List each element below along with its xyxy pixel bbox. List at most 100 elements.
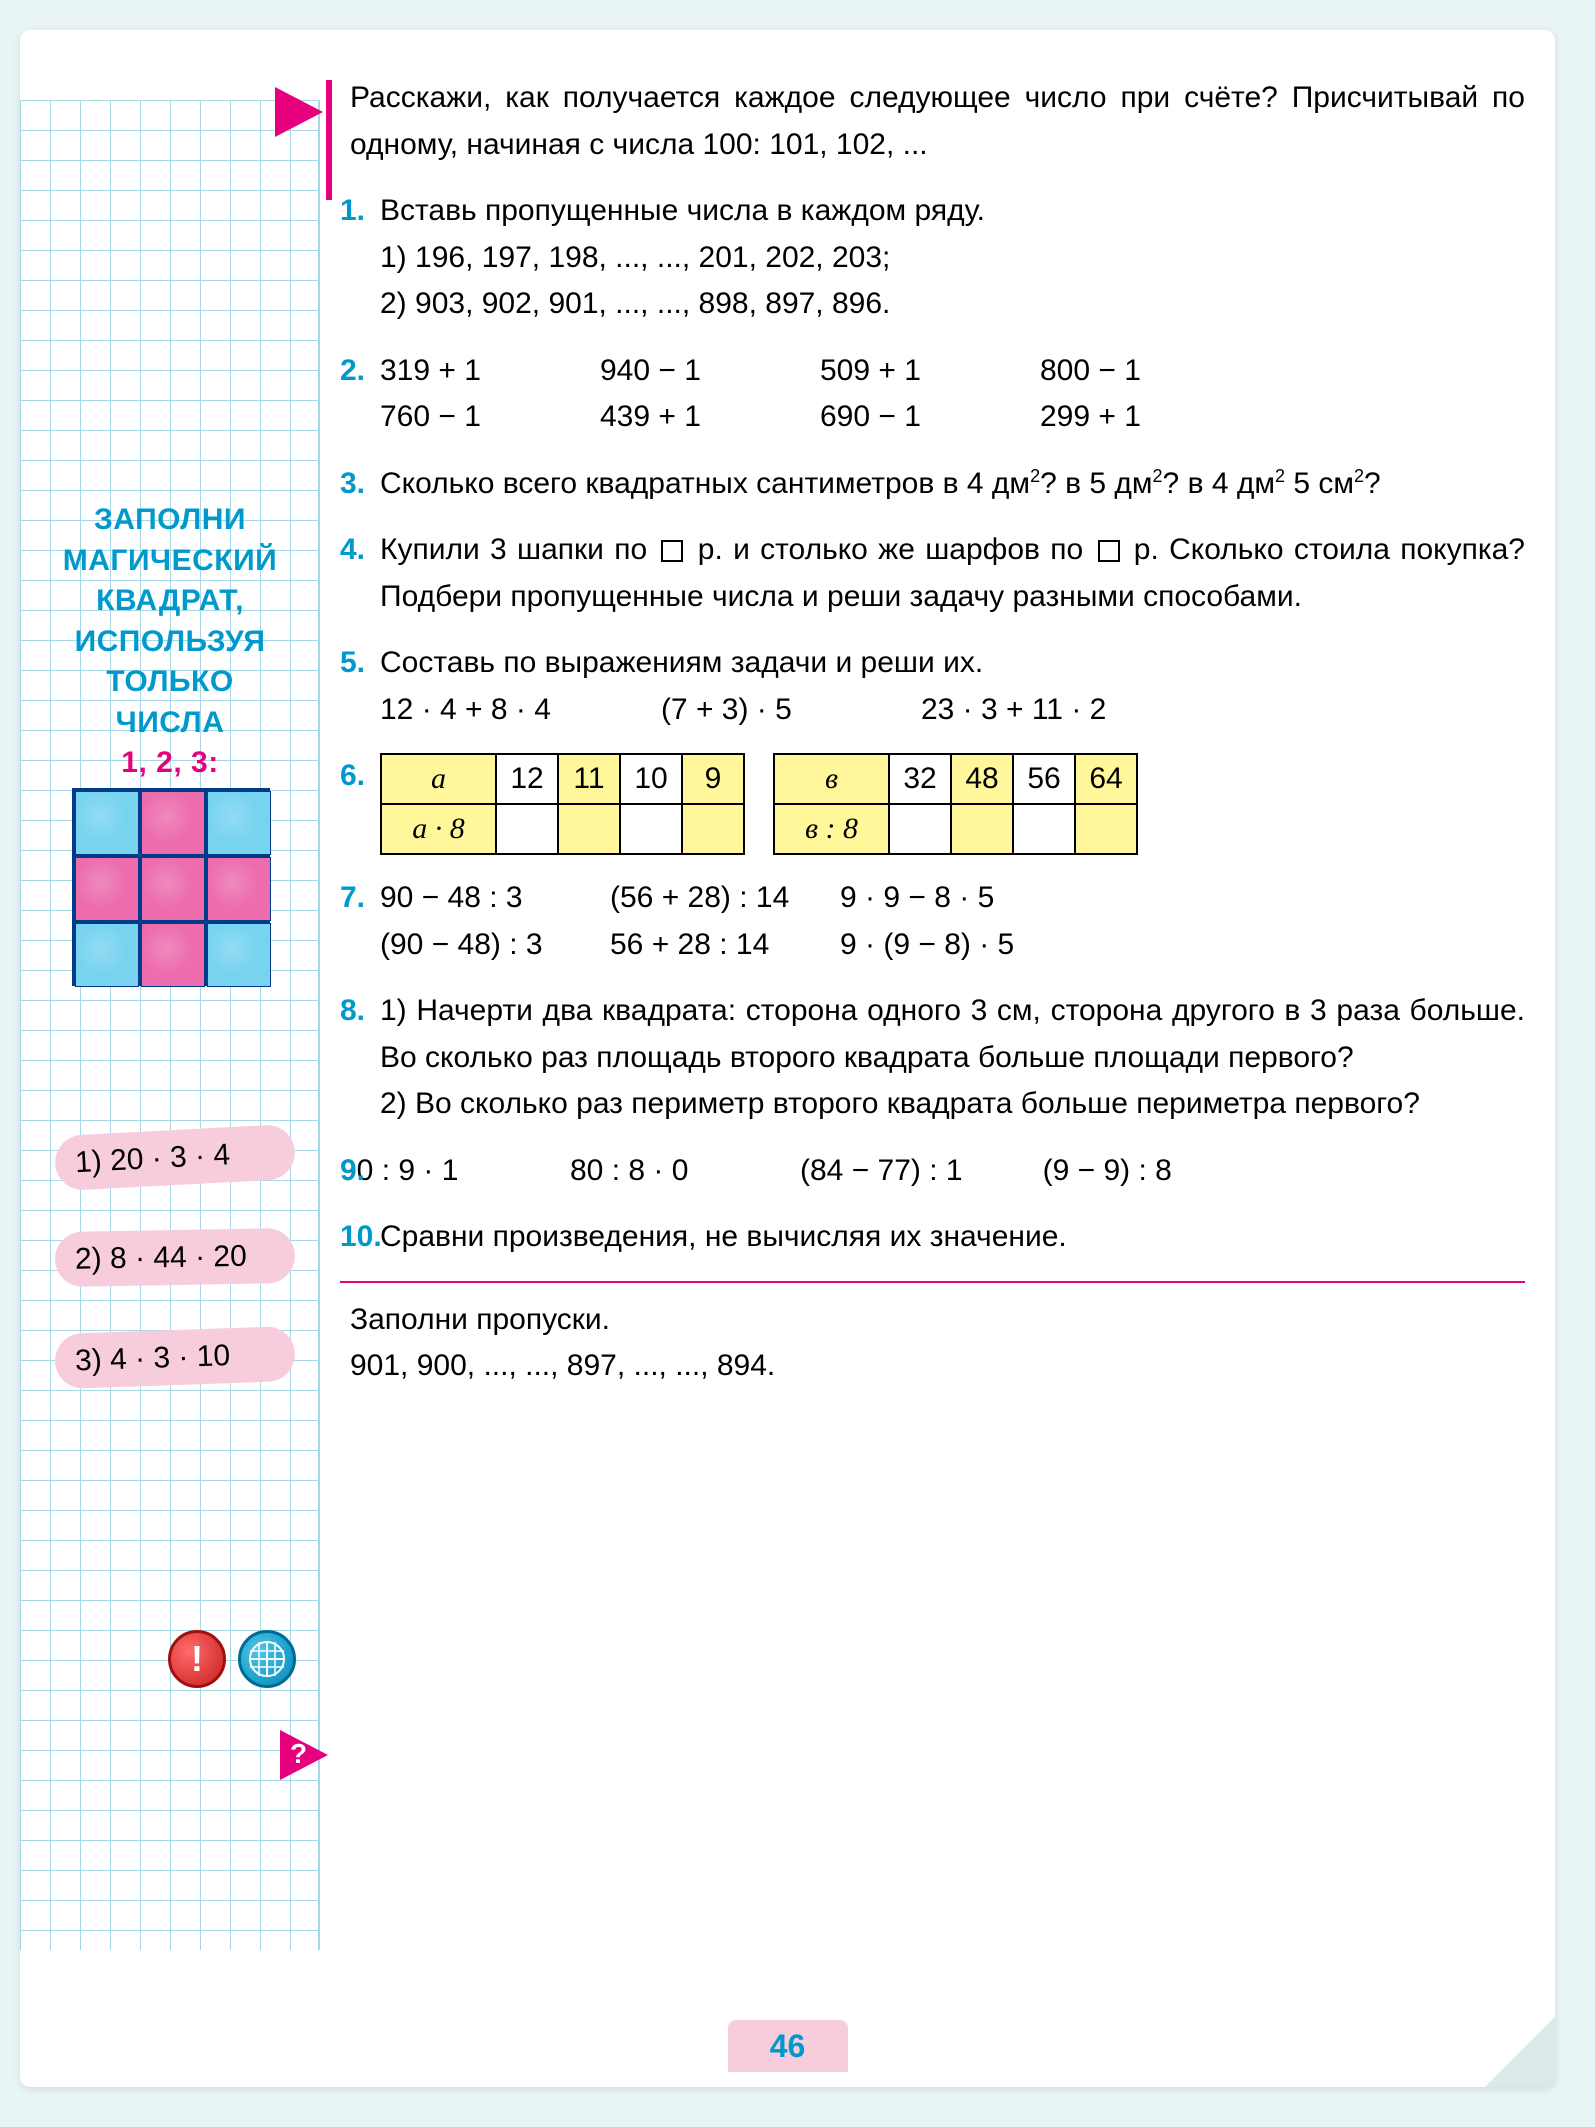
bottom-question: Заполни пропуски. 901, 900, ..., ..., 89… xyxy=(340,1297,1525,1390)
t9e: 80 : 8 · 0 xyxy=(570,1148,720,1195)
bq-seq: 901, 900, ..., ..., 897, ..., ..., 894. xyxy=(350,1343,1525,1390)
task-7: 7. 90 − 48 : 3(90 − 48) : 3 (56 + 28) : … xyxy=(340,875,1525,968)
ms-cell xyxy=(207,923,271,987)
t8p1: 1) Начерти два квадрата: сторона одного … xyxy=(380,988,1525,1081)
t2c: 760 − 1 xyxy=(380,394,530,441)
t1-l1: 1) 196, 197, 198, ..., ..., 201, 202, 20… xyxy=(380,235,1525,282)
t1-text: Вставь пропущенные числа в каждом ряду. xyxy=(380,188,1525,235)
badge-exclaim-icon: ! xyxy=(168,1630,226,1688)
page: ЗАПОЛНИ МАГИЧЕСКИЙ КВАДРАТ, ИСПОЛЬЗУЯ ТО… xyxy=(20,30,1555,2087)
tv xyxy=(1075,804,1137,854)
tv: 11 xyxy=(558,754,620,804)
task-num: 5. xyxy=(340,640,365,687)
t2c: 800 − 1 xyxy=(1040,348,1190,395)
sidebar-title: ЗАПОЛНИ МАГИЧЕСКИЙ КВАДРАТ, ИСПОЛЬЗУЯ ТО… xyxy=(20,500,320,784)
task-num: 2. xyxy=(340,348,365,395)
task-num: 7. xyxy=(340,875,365,922)
st-l6: ЧИСЛА xyxy=(20,703,320,744)
t7c: 90 − 48 : 3 xyxy=(380,875,570,922)
t10-text: Сравни произведения, не вычисляя их знач… xyxy=(380,1220,1067,1253)
t7c: 9 · (9 − 8) · 5 xyxy=(840,922,1030,969)
question-marker-icon xyxy=(280,1730,328,1780)
t2c: 299 + 1 xyxy=(1040,394,1190,441)
t2c: 439 + 1 xyxy=(600,394,750,441)
ms-cell xyxy=(75,791,139,855)
t5-text: Составь по выражениям задачи и реши их. xyxy=(380,640,1525,687)
table-b: в 32 48 56 64 в : 8 xyxy=(773,753,1138,855)
intro-bar xyxy=(326,80,332,200)
intro-text: Расскажи, как получается каждое следующе… xyxy=(340,75,1525,168)
st-l4: ИСПОЛЬЗУЯ xyxy=(20,622,320,663)
th: a xyxy=(381,754,496,804)
ms-cell xyxy=(207,857,271,921)
triangle-marker-icon xyxy=(275,87,323,137)
ms-cell xyxy=(141,791,205,855)
tv xyxy=(1013,804,1075,854)
tv: 56 xyxy=(1013,754,1075,804)
task-6: 6. a 12 11 10 9 a · 8 в 32 48 xyxy=(340,753,1525,855)
ms-cell xyxy=(207,791,271,855)
tv xyxy=(951,804,1013,854)
st-l5: ТОЛЬКО xyxy=(20,662,320,703)
t7c: (56 + 28) : 14 xyxy=(610,875,800,922)
t9e: (84 − 77) : 1 xyxy=(800,1148,963,1195)
t3-text: Сколько всего квадратных сантиметров в 4… xyxy=(380,467,1381,500)
st-l2: МАГИЧЕСКИЙ xyxy=(20,541,320,582)
t7c: 56 + 28 : 14 xyxy=(610,922,800,969)
th: a · 8 xyxy=(381,804,496,854)
task-num: 8. xyxy=(340,988,365,1035)
t2c: 509 + 1 xyxy=(820,348,970,395)
t5e: 12 · 4 + 8 · 4 xyxy=(380,687,551,734)
tv: 12 xyxy=(496,754,558,804)
tv xyxy=(620,804,682,854)
ms-cell xyxy=(75,923,139,987)
tv xyxy=(889,804,951,854)
pink-strip-3: 3) 4 · 3 · 10 xyxy=(54,1326,296,1389)
tv: 10 xyxy=(620,754,682,804)
task-num: 10. xyxy=(340,1214,382,1261)
magic-square xyxy=(72,788,270,986)
page-number: 46 xyxy=(728,2020,848,2072)
st-l3: КВАДРАТ, xyxy=(20,581,320,622)
ms-cell xyxy=(141,857,205,921)
task-num: 4. xyxy=(340,527,365,574)
task-5: 5. Составь по выражениям задачи и реши и… xyxy=(340,640,1525,733)
ms-cell xyxy=(141,923,205,987)
bq-t: Заполни пропуски. xyxy=(350,1297,1525,1344)
th: в xyxy=(774,754,889,804)
task-num: 3. xyxy=(340,461,365,508)
task-2: 2. 319 + 1760 − 1 940 − 1439 + 1 509 + 1… xyxy=(340,348,1525,441)
task-num: 6. xyxy=(340,753,365,800)
task-num: 9. xyxy=(340,1148,365,1195)
th: в : 8 xyxy=(774,804,889,854)
tv xyxy=(558,804,620,854)
st-l1: ЗАПОЛНИ xyxy=(20,500,320,541)
t8p2: 2) Во сколько раз периметр второго квадр… xyxy=(380,1081,1525,1128)
corner-fold-icon xyxy=(1485,2017,1555,2087)
pink-strip-2: 2) 8 · 44 · 20 xyxy=(55,1228,296,1287)
table-a: a 12 11 10 9 a · 8 xyxy=(380,753,745,855)
t5e: 23 · 3 + 11 · 2 xyxy=(921,687,1106,734)
t2c: 940 − 1 xyxy=(600,348,750,395)
task-4: 4. Купили 3 шапки по р. и столько же шар… xyxy=(340,527,1525,620)
t9e: (9 − 9) : 8 xyxy=(1043,1148,1193,1195)
st-l7: 1, 2, 3: xyxy=(20,743,320,784)
tv xyxy=(682,804,744,854)
t7c: (90 − 48) : 3 xyxy=(380,922,570,969)
divider xyxy=(340,1281,1525,1283)
t4-text: Купили 3 шапки по р. и столько же шарфов… xyxy=(380,533,1525,613)
task-10: 10. Сравни произведения, не вычисляя их … xyxy=(340,1214,1525,1261)
ms-cell xyxy=(75,857,139,921)
task-num: 1. xyxy=(340,188,365,235)
task-3: 3. Сколько всего квадратных сантиметров … xyxy=(340,461,1525,508)
tv: 64 xyxy=(1075,754,1137,804)
t2c: 690 − 1 xyxy=(820,394,970,441)
badge-globe-icon xyxy=(238,1630,296,1688)
t1-l2: 2) 903, 902, 901, ..., ..., 898, 897, 89… xyxy=(380,281,1525,328)
tv: 9 xyxy=(682,754,744,804)
main-content: Расскажи, как получается каждое следующе… xyxy=(340,75,1525,1410)
tv: 48 xyxy=(951,754,1013,804)
tv xyxy=(496,804,558,854)
t7c: 9 · 9 − 8 · 5 xyxy=(840,875,1030,922)
tv: 32 xyxy=(889,754,951,804)
